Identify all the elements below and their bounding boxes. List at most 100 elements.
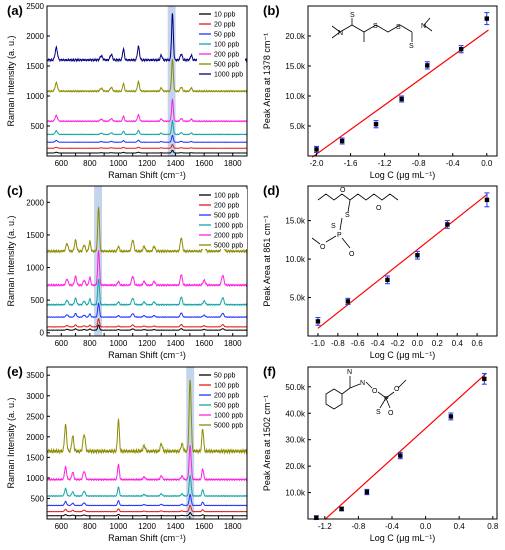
panel-b: -2.0 -1.6 -1.2 -0.8 -0.4 0.0 5.0k 10.0k 15.0k 20.… bbox=[262, 3, 498, 180]
legend-label: 100 ppb bbox=[214, 383, 239, 390]
highlight-band bbox=[186, 367, 195, 519]
atom-symbol: O bbox=[376, 205, 382, 212]
x-tick-label: 1000 bbox=[110, 339, 128, 348]
y-tick-label: 2500 bbox=[26, 412, 44, 421]
atom-symbol: P bbox=[337, 232, 342, 239]
atom-symbol: S bbox=[331, 223, 336, 230]
y-tick-label: 1000 bbox=[26, 264, 44, 273]
legend-box bbox=[197, 189, 247, 249]
y-tick-label: 20.0k bbox=[285, 32, 306, 41]
structure-phoxim bbox=[325, 376, 407, 410]
y-tick-label: 2000 bbox=[26, 433, 44, 442]
y-tick-label: 2000 bbox=[26, 32, 44, 41]
data-point bbox=[425, 63, 430, 68]
series-line bbox=[47, 512, 247, 517]
x-axis-label: Log C (μg mL⁻¹) bbox=[370, 350, 435, 360]
y-tick-label: 500 bbox=[31, 122, 45, 131]
atom-symbol: S bbox=[373, 23, 378, 30]
x-tick-label: 600 bbox=[55, 522, 69, 531]
data-point bbox=[415, 253, 420, 258]
atom-symbol: S bbox=[376, 409, 381, 416]
legend-label: 100 ppb bbox=[214, 42, 239, 49]
series-line bbox=[46, 249, 248, 288]
y-tick-label: 2000 bbox=[26, 198, 44, 207]
legend-label: 100 ppb bbox=[214, 193, 239, 200]
x-tick-label: 1600 bbox=[195, 159, 213, 168]
series-line bbox=[46, 324, 248, 331]
bond bbox=[341, 387, 351, 395]
atom-symbol: N bbox=[347, 369, 352, 376]
data-point bbox=[345, 299, 351, 304]
x-tick-label: -0.8 bbox=[412, 159, 426, 168]
bond bbox=[311, 237, 321, 245]
x-tick-label: 800 bbox=[83, 339, 97, 348]
x-tick-label: 1200 bbox=[138, 339, 156, 348]
x-tick-label: -0.6 bbox=[351, 339, 365, 348]
atom-symbol: S bbox=[409, 43, 414, 50]
plot-frame bbox=[307, 5, 498, 157]
x-tick-label: -0.4 bbox=[371, 339, 385, 348]
atom-symbol: N bbox=[360, 380, 365, 387]
legend-label: 50 ppb bbox=[214, 32, 236, 39]
legend-label: 1000 ppb bbox=[214, 72, 243, 79]
x-tick-label: 0.0 bbox=[481, 159, 493, 168]
data-point bbox=[373, 122, 379, 127]
data-point bbox=[448, 414, 454, 419]
plot-frame bbox=[307, 185, 498, 337]
data-point bbox=[315, 319, 321, 324]
bond-chain bbox=[317, 193, 399, 201]
y-tick-label: 5.0k bbox=[290, 122, 306, 131]
y-tick-label: 1500 bbox=[26, 453, 44, 462]
y-tick-label: 10.0k bbox=[285, 489, 306, 498]
data-point bbox=[339, 138, 345, 144]
data-point bbox=[364, 489, 370, 495]
legend-label: 500 ppb bbox=[214, 213, 239, 220]
x-tick-label: 1400 bbox=[167, 159, 185, 168]
bond bbox=[325, 235, 337, 243]
series-line bbox=[46, 59, 248, 94]
data-point bbox=[445, 222, 450, 227]
data-point bbox=[458, 47, 464, 52]
atom-symbol: P bbox=[384, 396, 389, 403]
x-axis-label: Log C (μg mL⁻¹) bbox=[370, 533, 435, 543]
y-tick-label: 15.0k bbox=[285, 217, 306, 226]
y-axis-label: Raman Intensity (a. u.) bbox=[6, 215, 16, 306]
x-tick-label: 1800 bbox=[224, 522, 242, 531]
x-tick-label: -0.4 bbox=[446, 159, 460, 168]
y-axis-label: Raman Intensity (a. u.) bbox=[6, 397, 16, 488]
x-tick-label: 0.2 bbox=[432, 339, 444, 348]
x-tick-label: -1.6 bbox=[344, 159, 358, 168]
bond bbox=[423, 17, 431, 26]
y-tick-label: 0 bbox=[40, 329, 45, 338]
y-tick-label: 1500 bbox=[26, 62, 44, 71]
series-line bbox=[46, 278, 248, 307]
panel-f: -1.2 -0.8 -0.4 0.0 0.4 0.8 10.0k 20.0k 30.0k 40.0… bbox=[262, 364, 499, 543]
plot-frame bbox=[307, 366, 498, 520]
y-tick-label: 2500 bbox=[26, 2, 44, 11]
series-line bbox=[46, 445, 248, 482]
x-tick-label: 600 bbox=[55, 339, 69, 348]
series-line bbox=[46, 97, 248, 123]
legend-box bbox=[197, 369, 245, 429]
y-axis-label: Peak Area at 1502 cm⁻¹ bbox=[262, 395, 272, 491]
panel-label: (c) bbox=[7, 183, 23, 198]
atom-symbol: S bbox=[350, 12, 355, 19]
bond bbox=[365, 381, 373, 389]
bond bbox=[385, 397, 391, 409]
data-point bbox=[484, 197, 490, 203]
series-line bbox=[47, 149, 247, 154]
legend-box bbox=[197, 8, 245, 78]
data-point bbox=[314, 515, 319, 520]
data-point bbox=[484, 16, 489, 21]
legend-label: 50 ppb bbox=[214, 373, 236, 380]
panel-label: (d) bbox=[263, 183, 280, 198]
y-tick-label: 30.0k bbox=[285, 436, 306, 445]
y-tick-label: 3500 bbox=[26, 371, 44, 380]
series-line bbox=[47, 144, 247, 149]
panel-label: (f) bbox=[263, 364, 276, 379]
legend-label: 1000 ppb bbox=[214, 223, 243, 230]
series-line bbox=[46, 206, 248, 254]
y-axis-label: Peak Area at 861 cm⁻¹ bbox=[262, 215, 272, 306]
x-axis-label: Raman Shift (cm⁻¹) bbox=[108, 170, 186, 180]
